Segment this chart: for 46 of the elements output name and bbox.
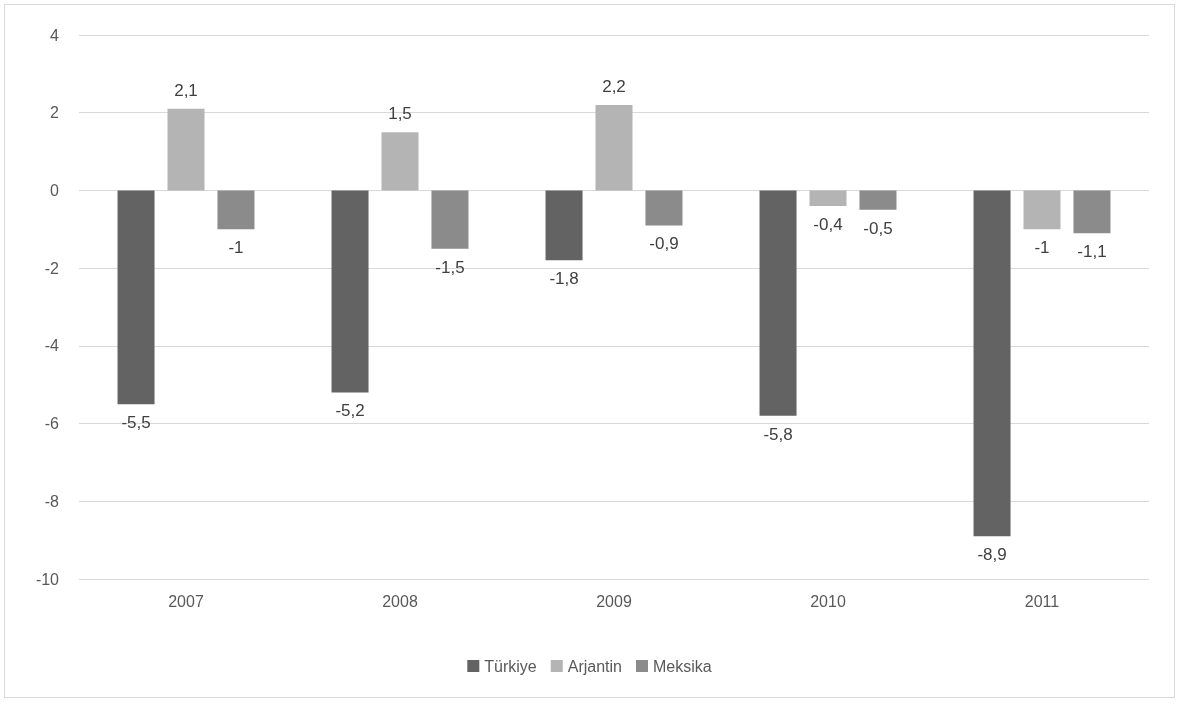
bar [645, 190, 683, 226]
y-tick-label: -2 [44, 259, 60, 277]
data-label: -0,4 [813, 214, 843, 234]
bar [431, 190, 469, 249]
data-label: -0,9 [649, 234, 679, 254]
y-tick-label: 0 [50, 181, 60, 199]
y-tick-label: 4 [50, 26, 60, 44]
bar [331, 190, 369, 393]
data-label: -5,8 [763, 424, 793, 444]
y-tick-label: -4 [44, 337, 60, 355]
x-tick-label: 2008 [382, 592, 418, 610]
legend-label: Türkiye [484, 657, 537, 675]
data-label: 2,2 [602, 76, 626, 96]
bar [545, 190, 583, 261]
data-label: -1,1 [1077, 242, 1107, 262]
y-tick-label: 2 [50, 104, 60, 122]
bar [759, 190, 797, 416]
data-label: -1 [228, 238, 244, 258]
y-tick-label: -8 [44, 492, 60, 510]
data-label: 1,5 [388, 104, 412, 124]
data-label: -5,5 [121, 413, 151, 433]
data-label: -0,5 [863, 218, 893, 238]
bar [595, 104, 633, 191]
data-label: -1,5 [435, 257, 465, 277]
x-tick-label: 2007 [168, 592, 204, 610]
bar [859, 190, 897, 210]
bar [809, 190, 847, 206]
data-label: -8,9 [977, 545, 1007, 565]
x-tick-label: 2011 [1024, 592, 1060, 610]
data-label: -5,2 [335, 401, 365, 421]
legend-label: Arjantin [567, 657, 623, 675]
bar [167, 108, 205, 191]
bar [1073, 190, 1111, 234]
x-tick-label: 2010 [810, 592, 846, 610]
data-label: 2,1 [174, 80, 198, 100]
bar [381, 132, 419, 191]
bar [1023, 190, 1061, 230]
bar [217, 190, 255, 230]
x-tick-label: 2009 [596, 592, 632, 610]
y-tick-label: -10 [35, 570, 60, 588]
data-label: -1,8 [549, 269, 579, 289]
y-tick-label: -6 [44, 415, 60, 433]
data-label: -1 [1034, 238, 1050, 258]
legend-label: Meksika [653, 657, 712, 675]
bar [973, 190, 1011, 537]
bar [117, 190, 155, 405]
